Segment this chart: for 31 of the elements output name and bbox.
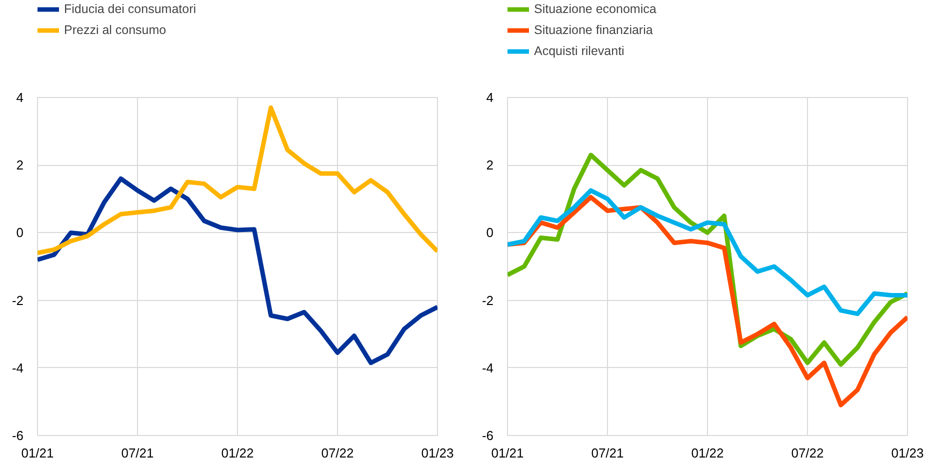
x-tick-label: 07/21 bbox=[121, 446, 154, 460]
legend-label: Situazione economica bbox=[534, 1, 656, 18]
x-tick-label: 07/22 bbox=[791, 446, 824, 460]
y-tick-label: -4 bbox=[12, 360, 24, 376]
y-tick-label: -6 bbox=[482, 428, 494, 443]
x-tick-label: 01/21 bbox=[21, 446, 54, 460]
legend-label: Situazione finanziaria bbox=[534, 22, 653, 39]
y-tick-label: -6 bbox=[12, 428, 24, 443]
y-tick-label: 4 bbox=[486, 90, 494, 105]
line-series bbox=[38, 176, 438, 366]
x-tick-label: 01/23 bbox=[421, 446, 454, 460]
y-tick-label: 0 bbox=[16, 225, 24, 240]
y-tick-label: 2 bbox=[16, 158, 24, 173]
x-tick-label: 01/23 bbox=[891, 446, 924, 460]
line-series bbox=[38, 105, 438, 256]
x-tick-label: 01/22 bbox=[221, 446, 254, 460]
x-tick-label: 01/21 bbox=[491, 446, 524, 460]
legend-label: Fiducia dei consumatori bbox=[64, 1, 196, 18]
y-tick-label: -2 bbox=[482, 292, 494, 308]
y-tick-label: 2 bbox=[486, 158, 494, 173]
line-series bbox=[508, 194, 908, 408]
legend-label: Acquisti rilevanti bbox=[534, 43, 624, 60]
line-series bbox=[508, 188, 908, 316]
y-tick-label: -4 bbox=[482, 360, 494, 376]
x-tick-label: 01/22 bbox=[691, 446, 724, 460]
x-tick-label: 07/22 bbox=[321, 446, 354, 460]
y-tick-label: 0 bbox=[486, 225, 494, 240]
y-tick-label: 4 bbox=[16, 90, 24, 105]
legend-label: Prezzi al consumo bbox=[64, 22, 166, 39]
y-tick-label: -2 bbox=[12, 292, 24, 308]
x-tick-label: 07/21 bbox=[591, 446, 624, 460]
